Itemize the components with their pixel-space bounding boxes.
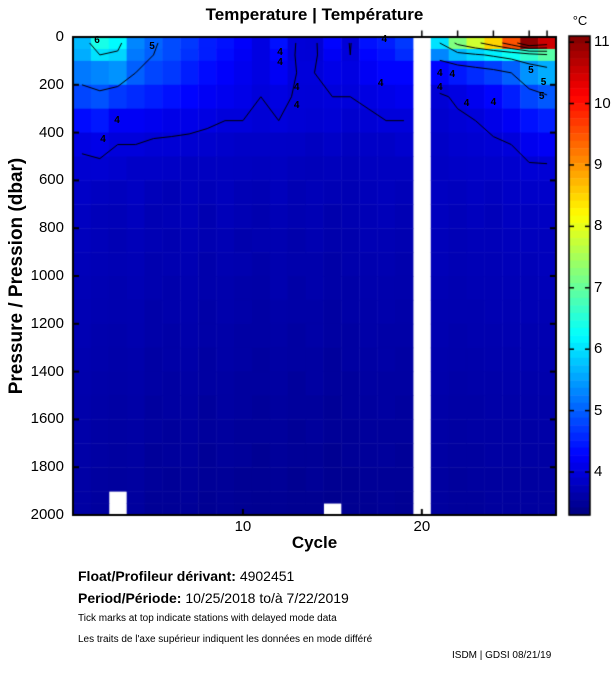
x-tick-label: 10 (234, 518, 252, 535)
period-line: Period/Période: 10/25/2018 to/à 7/22/201… (78, 590, 349, 606)
contour-label: 4 (436, 81, 443, 93)
contour-label: 4 (114, 114, 120, 126)
colorbar-tick-label: 5 (594, 401, 603, 419)
note-french: Les traits de l'axe supérieur indiquent … (78, 634, 373, 645)
contour-label: 4 (490, 96, 497, 108)
x-axis-label: Cycle (291, 533, 338, 552)
float-id-label: Float/Profileur dérivant: (78, 568, 236, 584)
y-tick-label: 1800 (30, 458, 64, 476)
contour-label: 4 (377, 78, 384, 90)
contour-label: 4 (293, 81, 300, 93)
float-id-line: Float/Profileur dérivant: 4902451 (78, 568, 294, 584)
contour-label: 5 (149, 41, 155, 53)
period-label: Period/Période: (78, 590, 182, 606)
contour-label: 5 (538, 90, 545, 102)
colorbar-tick-label: 4 (594, 463, 603, 480)
credit-text: ISDM | GDSI 08/21/19 (452, 650, 552, 661)
note-english: Tick marks at top indicate stations with… (78, 613, 337, 624)
y-tick-label: 600 (38, 171, 64, 189)
contour-label: 4 (277, 47, 283, 58)
y-tick-label: 800 (38, 219, 64, 237)
contour-label: 4 (449, 69, 456, 80)
contour-label: 4 (100, 134, 106, 145)
colorbar-tick-label: 8 (594, 217, 603, 235)
y-tick-label: 1000 (30, 267, 64, 284)
colorbar-tick-label: 10 (594, 94, 611, 112)
colorbar-tick-label: 11 (594, 33, 610, 51)
y-tick-label: 400 (38, 123, 64, 141)
colorbar-tick-label: 6 (594, 340, 603, 358)
float-id-value: 4902451 (239, 568, 295, 584)
y-tick-label: 0 (55, 28, 64, 45)
y-tick-label: 1600 (30, 410, 64, 428)
colorbar-unit-label: °C (572, 13, 588, 28)
contour-label: 5 (528, 64, 534, 76)
contour-label: 5 (540, 76, 547, 88)
contour-label: 4 (381, 34, 388, 46)
y-tick-label: 1200 (30, 314, 64, 332)
x-tick-label: 20 (413, 518, 431, 535)
period-value: 10/25/2018 to/à 7/22/2019 (185, 590, 349, 606)
chart-title: Temperature | Température (205, 5, 424, 24)
colorbar-tick-label: 9 (594, 155, 603, 173)
contour-label: 4 (436, 68, 443, 80)
colorbar-tick-label: 7 (594, 278, 603, 296)
y-tick-label: 2000 (30, 506, 64, 523)
contour-label: 4 (293, 100, 300, 112)
contour-label: 6 (94, 35, 100, 47)
contour-label: 4 (463, 97, 470, 109)
y-tick-label: 1400 (30, 362, 64, 380)
y-tick-label: 200 (38, 75, 64, 93)
contour-label: 4 (277, 57, 283, 69)
